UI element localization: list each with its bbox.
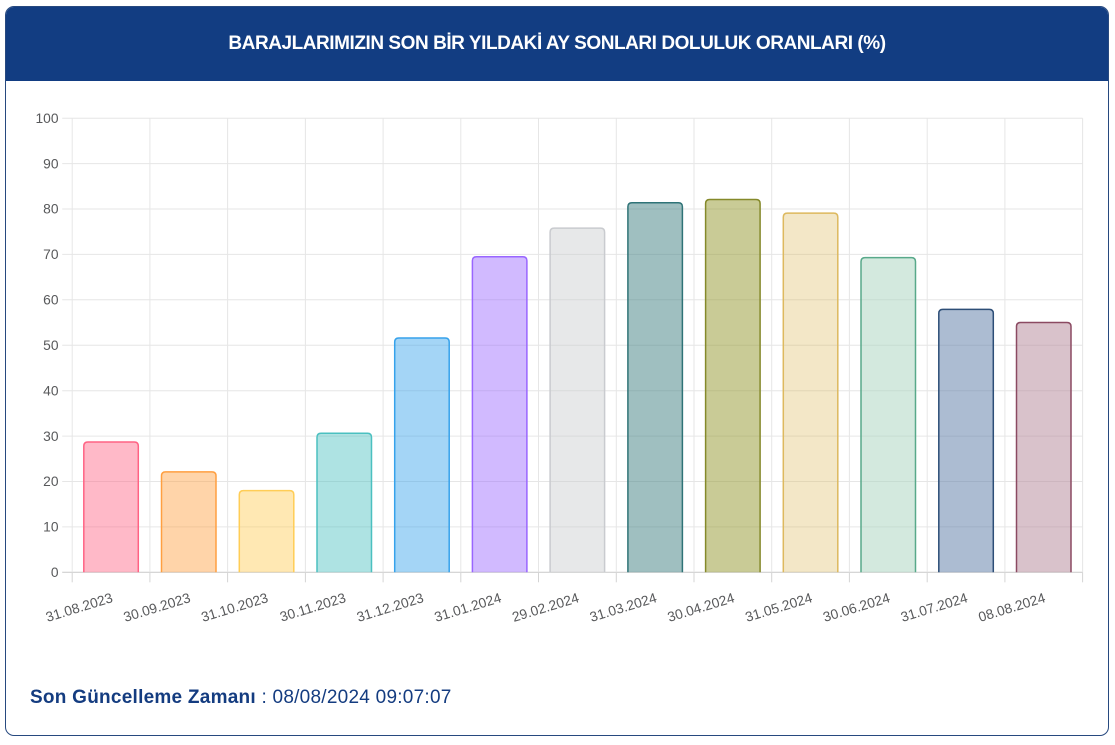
- svg-text:31.01.2024: 31.01.2024: [433, 590, 504, 625]
- svg-text:29.02.2024: 29.02.2024: [510, 590, 581, 625]
- svg-text:10: 10: [43, 520, 59, 535]
- svg-text:60: 60: [43, 293, 59, 308]
- svg-text:30.04.2024: 30.04.2024: [666, 590, 737, 625]
- svg-text:31.10.2023: 31.10.2023: [199, 590, 270, 625]
- svg-text:30.09.2023: 30.09.2023: [122, 590, 193, 625]
- svg-text:100: 100: [35, 111, 58, 126]
- svg-text:31.07.2024: 31.07.2024: [899, 590, 970, 625]
- svg-text:80: 80: [43, 202, 59, 217]
- svg-text:30.06.2024: 30.06.2024: [821, 590, 892, 625]
- svg-text:0: 0: [51, 565, 59, 580]
- svg-text:20: 20: [43, 474, 59, 489]
- svg-text:31.05.2024: 31.05.2024: [744, 590, 815, 625]
- svg-text:70: 70: [43, 247, 59, 262]
- svg-text:90: 90: [43, 156, 59, 171]
- svg-text:31.03.2024: 31.03.2024: [588, 590, 659, 625]
- svg-text:50: 50: [43, 338, 59, 353]
- svg-text:40: 40: [43, 383, 59, 398]
- svg-text:30.11.2023: 30.11.2023: [278, 590, 348, 624]
- svg-text:31.08.2023: 31.08.2023: [44, 590, 115, 625]
- svg-text:08.08.2024: 08.08.2024: [977, 590, 1048, 625]
- svg-text:31.12.2023: 31.12.2023: [355, 590, 426, 625]
- svg-text:Son Güncelleme Zamanı : 08/08/: Son Güncelleme Zamanı : 08/08/2024 09:07…: [30, 687, 452, 708]
- svg-text:30: 30: [43, 429, 59, 444]
